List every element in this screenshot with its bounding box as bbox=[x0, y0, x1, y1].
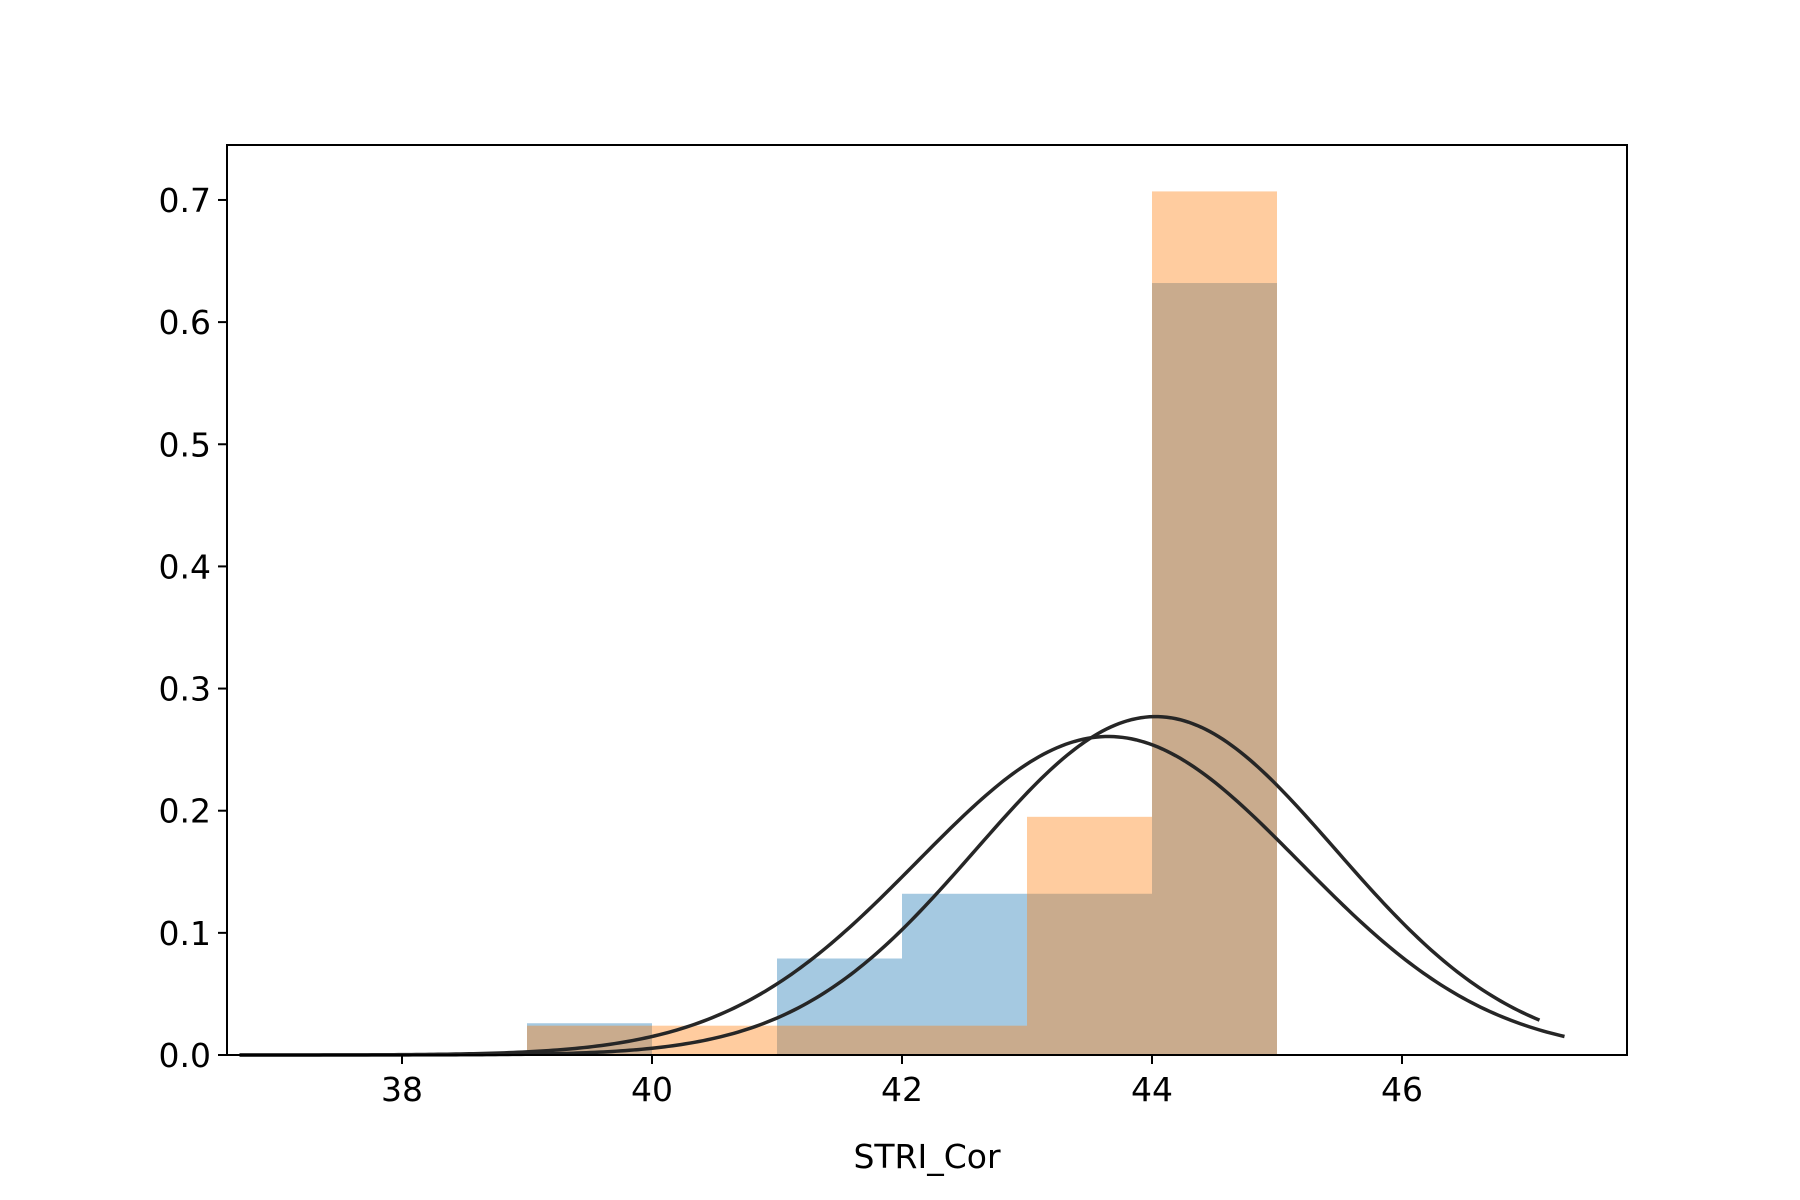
x-tick-label: 42 bbox=[881, 1070, 923, 1109]
y-tick-label: 0.7 bbox=[159, 181, 211, 220]
histogram-bar-series1-5 bbox=[1027, 893, 1152, 1055]
plot-area-frame bbox=[226, 144, 1628, 1056]
x-tick-label: 44 bbox=[1131, 1070, 1173, 1109]
y-tick-label: 0.6 bbox=[159, 303, 211, 342]
x-tick-label: 38 bbox=[381, 1070, 423, 1109]
histogram-bar-series1-4 bbox=[902, 893, 1027, 1055]
y-tick-label: 0.4 bbox=[159, 547, 211, 586]
y-axis-ticks: 0.0 0.1 0.2 0.3 0.4 0.5 0.6 0.7 bbox=[159, 181, 227, 1075]
histogram-bars bbox=[527, 191, 1277, 1055]
y-tick-label: 0.5 bbox=[159, 425, 211, 464]
y-tick-label: 0.0 bbox=[159, 1036, 211, 1075]
x-tick-label: 46 bbox=[1381, 1070, 1423, 1109]
x-tick-label: 40 bbox=[631, 1070, 673, 1109]
histogram-bar-series1-6 bbox=[1152, 283, 1277, 1055]
histogram-bar-series2-4 bbox=[1152, 191, 1277, 1055]
y-tick-label: 0.3 bbox=[159, 670, 211, 709]
y-tick-label: 0.1 bbox=[159, 914, 211, 953]
y-tick-label: 0.2 bbox=[159, 792, 211, 831]
histogram-bar-series2-2 bbox=[777, 1025, 1027, 1055]
x-axis-ticks: 38 40 42 44 46 bbox=[381, 1055, 1423, 1109]
histogram-bar-series2-3 bbox=[1027, 816, 1152, 1055]
x-axis-label: STRI_Cor bbox=[853, 1137, 1000, 1176]
